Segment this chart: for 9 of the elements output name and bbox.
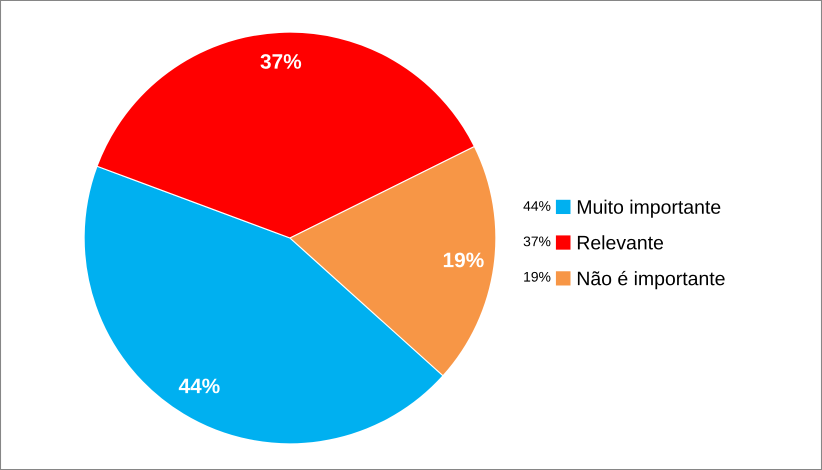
data-label: 19% <box>444 252 484 268</box>
legend-label: Não é importante <box>578 270 725 290</box>
legend-label: Relevante <box>578 235 664 250</box>
text: 19% <box>524 272 550 282</box>
legend-label: Muito importante <box>578 200 720 218</box>
text: 44% <box>523 201 550 211</box>
data-label: 44% <box>178 378 220 394</box>
text: 37% <box>524 236 550 246</box>
data-label: 37% <box>260 54 302 69</box>
